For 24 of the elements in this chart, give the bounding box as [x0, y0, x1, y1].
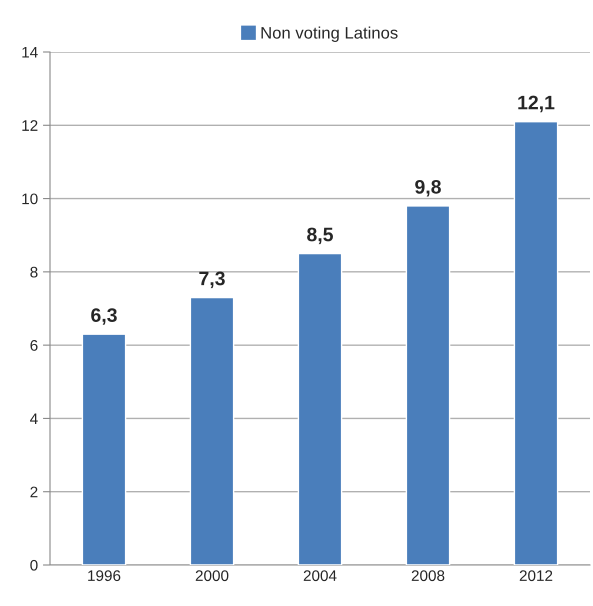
- y-tick-label: 14: [22, 47, 38, 58]
- x-tick-label: 1996: [88, 570, 120, 582]
- x-tick-label: 2008: [412, 570, 444, 582]
- y-tick-label: 4: [30, 413, 38, 424]
- bar: [514, 120, 558, 565]
- y-tick-label: 12: [22, 120, 38, 131]
- bar: [406, 205, 450, 565]
- bar: [190, 296, 234, 565]
- bar: [298, 252, 342, 565]
- bar: [82, 333, 126, 565]
- x-tick-label: 2012: [520, 570, 552, 582]
- x-tick-label: 2004: [304, 570, 337, 582]
- y-tick-label: 0: [30, 560, 38, 571]
- x-tick-label: 2000: [196, 570, 228, 582]
- y-tick-label: 2: [30, 486, 38, 498]
- data-label: 12,1: [518, 96, 554, 112]
- y-tick-label: 10: [22, 193, 38, 204]
- y-tick-label: 6: [30, 340, 38, 351]
- data-label: 9,8: [415, 180, 441, 197]
- data-label: 8,5: [307, 228, 333, 244]
- y-tick-label: 8: [30, 266, 38, 278]
- legend-label: Non voting Latinos: [262, 26, 398, 42]
- data-label: 6,3: [91, 308, 117, 325]
- data-label: 7,3: [199, 272, 225, 288]
